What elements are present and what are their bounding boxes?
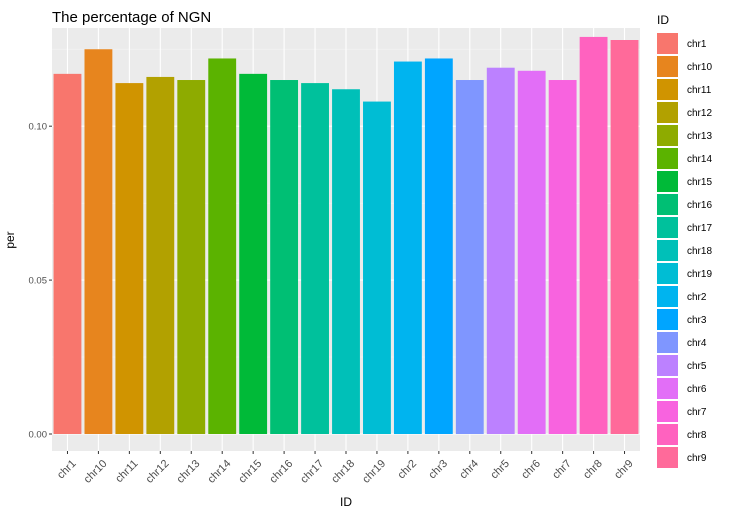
legend-key-chr13 (657, 125, 678, 146)
x-tick-label: chr2 (395, 458, 419, 482)
bars (53, 36, 639, 434)
legend-key-chr6 (657, 378, 678, 399)
bar-chr13 (177, 80, 206, 434)
x-tick-label: chr1 (55, 458, 79, 482)
legend-label: chr16 (687, 200, 712, 211)
legend-key-chr16 (657, 194, 678, 215)
bar-chr15 (239, 73, 268, 434)
legend-label: chr1 (687, 39, 707, 50)
x-tick-label: chr17 (298, 458, 326, 486)
legend-key-chr10 (657, 56, 678, 77)
legend-label: chr13 (687, 131, 712, 142)
legend-label: chr17 (687, 223, 712, 234)
bar-chr5 (486, 67, 515, 434)
x-tick-label: chr19 (360, 458, 388, 486)
y-axis-ticks: 0.00 0.05 0.10 (29, 122, 52, 441)
legend-key-chr12 (657, 102, 678, 123)
legend-key-chr17 (657, 217, 678, 238)
legend-key-chr4 (657, 332, 678, 353)
x-tick-label: chr13 (175, 458, 203, 486)
legend-key-chr7 (657, 401, 678, 422)
x-tick-label: chr18 (329, 458, 357, 486)
legend-title: ID (657, 13, 669, 27)
bar-chr12 (146, 76, 175, 434)
legend-label: chr4 (687, 338, 707, 349)
chart-title: The percentage of NGN (52, 9, 211, 26)
x-tick-label: chr4 (457, 458, 481, 482)
x-tick-label: chr5 (488, 458, 512, 482)
y-tick-label: 0.05 (29, 276, 48, 287)
bar-chr17 (301, 83, 329, 434)
y-tick-label: 0.10 (29, 122, 48, 133)
bar-chr6 (517, 70, 546, 434)
legend-label: chr12 (687, 108, 712, 119)
bar-chr11 (115, 83, 144, 434)
legend-label: chr3 (687, 315, 707, 326)
legend-label: chr7 (687, 407, 707, 418)
legend-label: chr9 (687, 453, 707, 464)
bar-chr10 (84, 49, 113, 434)
x-tick-label: chr10 (82, 458, 110, 486)
x-tick-label: chr3 (426, 458, 450, 482)
bar-chr2 (393, 61, 422, 434)
x-axis-title: ID (340, 495, 352, 509)
bar-chr4 (455, 80, 484, 434)
legend-label: chr2 (687, 292, 707, 303)
bar-chr18 (332, 89, 360, 434)
legend: chr1 chr10 chr11 chr12 chr13 chr14 chr15 chr16 c… (657, 33, 712, 468)
x-tick-label: chr12 (144, 458, 172, 486)
legend-label: chr15 (687, 177, 712, 188)
y-axis-title: per (3, 231, 17, 248)
bar-chr8 (579, 36, 608, 434)
x-tick-label: chr8 (581, 458, 605, 482)
bar-chr1 (53, 73, 82, 434)
legend-key-chr3 (657, 309, 678, 330)
legend-label: chr14 (687, 154, 712, 165)
legend-label: chr6 (687, 384, 707, 395)
legend-key-chr5 (657, 355, 678, 376)
legend-key-chr19 (657, 263, 678, 284)
legend-label: chr11 (687, 85, 712, 96)
y-tick-label: 0.00 (29, 430, 48, 441)
legend-key-chr1 (657, 33, 678, 54)
x-tick-label: chr7 (550, 458, 574, 482)
x-tick-label: chr16 (267, 458, 295, 486)
legend-label: chr5 (687, 361, 707, 372)
legend-key-chr15 (657, 171, 678, 192)
legend-key-chr8 (657, 424, 678, 445)
bar-chr19 (363, 101, 391, 434)
bar-chr9 (610, 40, 639, 434)
x-tick-label: chr9 (612, 458, 636, 482)
x-tick-label: chr15 (236, 458, 264, 486)
x-tick-label: chr6 (519, 458, 543, 482)
legend-label: chr10 (687, 62, 712, 73)
legend-key-chr9 (657, 447, 678, 468)
bar-chr3 (424, 58, 453, 434)
legend-key-chr11 (657, 79, 678, 100)
legend-label: chr18 (687, 246, 712, 257)
legend-key-chr18 (657, 240, 678, 261)
bar-chr16 (270, 80, 299, 434)
legend-label: chr19 (687, 269, 712, 280)
x-tick-label: chr11 (113, 458, 140, 485)
bar-chr14 (208, 58, 237, 434)
bar-chr7 (548, 80, 577, 434)
legend-key-chr2 (657, 286, 678, 307)
legend-label: chr8 (687, 430, 707, 441)
x-tick-label: chr14 (205, 458, 233, 486)
legend-key-chr14 (657, 148, 678, 169)
x-axis-ticks: chr1 chr10 chr11 chr12 chr13 chr14 chr15 chr16 c… (55, 451, 636, 486)
